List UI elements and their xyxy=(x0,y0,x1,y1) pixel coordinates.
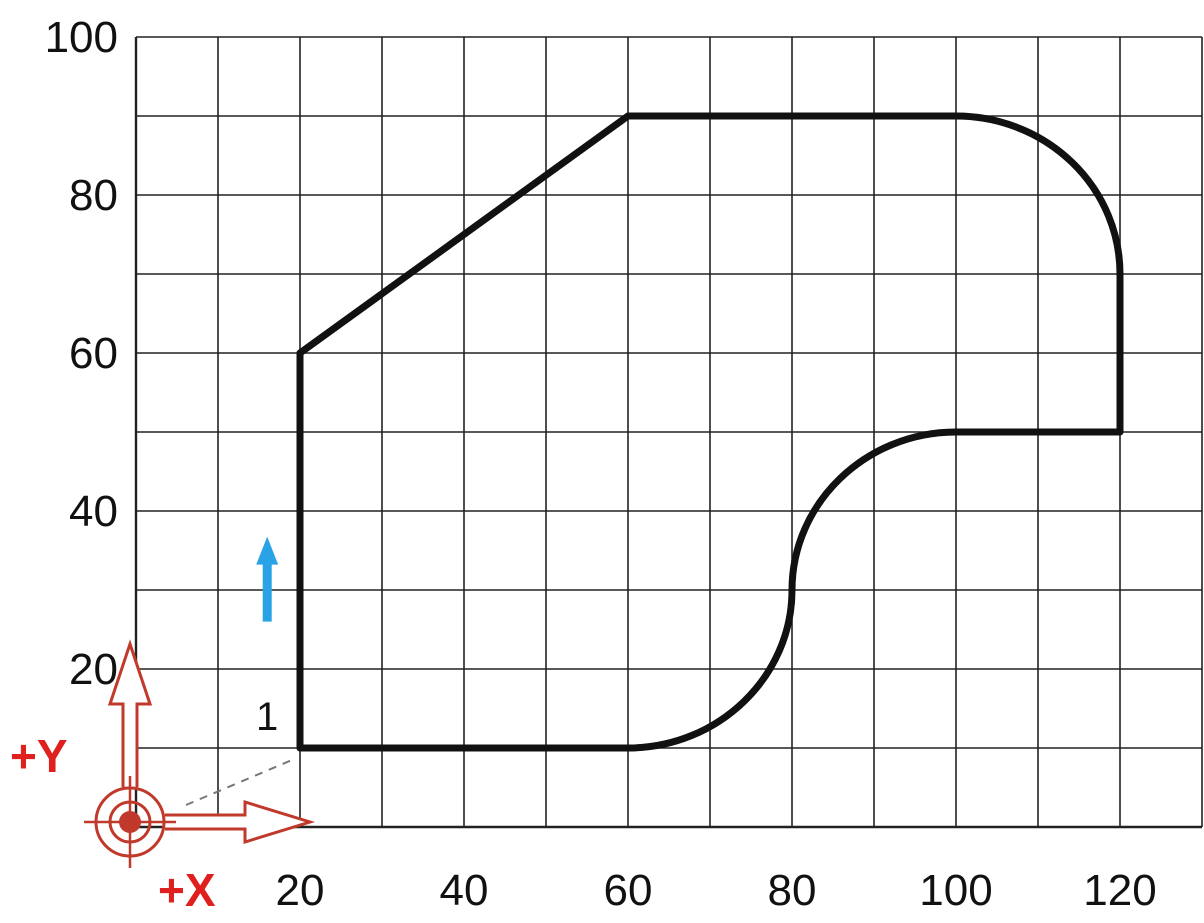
x-tick-label: 100 xyxy=(919,866,992,915)
x-axis-label: +X xyxy=(158,864,216,916)
x-axis-arrow-icon xyxy=(165,799,316,845)
x-tick-label: 120 xyxy=(1083,866,1156,915)
y-axis-label: +Y xyxy=(10,730,68,782)
direction-arrow-head xyxy=(256,536,279,565)
tick-labels: 20 40 60 80 100 120 20 40 60 80 100 xyxy=(45,13,1157,915)
y-axis-arrow-icon xyxy=(107,639,153,787)
y-tick-label: 100 xyxy=(45,13,118,62)
x-tick-label: 40 xyxy=(440,866,489,915)
direction-arrow xyxy=(256,536,279,622)
y-tick-label: 60 xyxy=(69,329,118,378)
x-tick-label: 20 xyxy=(276,866,325,915)
y-tick-label: 80 xyxy=(69,171,118,220)
start-point-label: 1 xyxy=(256,695,278,739)
x-tick-label: 80 xyxy=(768,866,817,915)
y-tick-label: 20 xyxy=(69,645,118,694)
y-tick-label: 40 xyxy=(69,487,118,536)
origin-symbol xyxy=(84,639,316,868)
lead-in-line xyxy=(185,759,293,806)
x-tick-label: 60 xyxy=(604,866,653,915)
part-contour xyxy=(296,112,1124,752)
